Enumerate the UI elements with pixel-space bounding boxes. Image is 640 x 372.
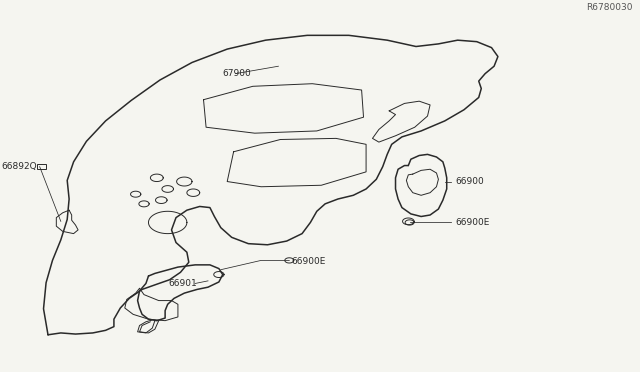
Text: 66900E: 66900E [456,218,490,227]
Text: 67900: 67900 [223,69,252,78]
Text: 66900: 66900 [456,177,484,186]
Text: R6780030: R6780030 [586,3,632,12]
Text: 66892Q: 66892Q [1,162,37,171]
Text: 66901: 66901 [168,279,197,288]
Bar [37,164,46,169]
Text: 66900E: 66900E [291,257,326,266]
